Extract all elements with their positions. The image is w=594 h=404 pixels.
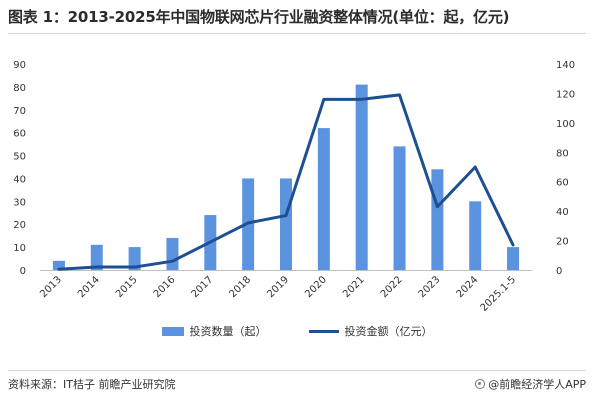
y-left-tick-label: 10 [13,243,26,254]
bar [431,169,444,270]
bar [469,201,482,270]
y-left-tick-label: 40 [13,174,26,185]
legend-swatch-line [308,329,339,333]
chart-area: 0 10 20 30 40 50 60 70 80 90 0 20 40 60 80 100 120 140 2… [13,60,575,314]
legend-label-amount: 投资金额（亿元） [344,325,433,338]
y-right-tick-label: 60 [556,178,569,189]
x-tick-label: 2024 [455,274,481,300]
line-point [360,98,363,101]
line-point [398,93,401,97]
y-left-tick-label: 30 [13,197,26,208]
x-tick-label: 2015 [114,274,140,300]
legend-item-amount: 投资金额（亿元） [308,323,433,339]
y-left-tick-label: 50 [13,152,26,163]
brand-logo-icon [475,379,486,389]
legend-swatch-bar [161,326,184,336]
legend-label-count: 投资数量（起） [189,325,267,338]
bar [52,260,65,270]
line-point [209,240,212,244]
line-point [474,165,477,169]
title-divider [8,33,586,34]
bar [393,146,406,270]
bar-series [52,84,520,270]
bar [317,128,330,270]
y-right-tick-label: 40 [556,207,569,218]
x-tick-label: 2021 [341,274,367,300]
line-point [95,265,98,269]
line-point [171,259,174,263]
y-right-tick-label: 20 [556,237,569,248]
footer-divider [8,370,586,371]
x-tick-label: 2019 [265,274,291,300]
y-left-tick-label: 90 [13,60,26,71]
legend-item-count: 投资数量（起） [161,323,267,339]
x-tick-label: 2022 [379,274,405,300]
y-right-axis: 0 20 40 60 80 100 120 140 [556,60,575,277]
chart-title: 图表 1：2013-2025年中国物联网芯片行业融资整体情况(单位：起，亿元) [8,8,510,26]
x-tick-label: 2025.1-5 [479,274,519,314]
bar [507,247,520,270]
bar [355,84,368,270]
line-point [322,98,326,101]
bar [166,237,179,270]
bar [90,244,103,270]
y-left-tick-label: 60 [13,129,26,140]
y-right-tick-label: 100 [556,119,575,130]
y-left-tick-label: 70 [13,106,26,117]
line-point [57,268,61,271]
y-left-axis: 0 10 20 30 40 50 60 70 80 90 [13,60,26,277]
y-right-tick-label: 120 [556,89,575,100]
x-tick-label: 2014 [76,274,102,300]
x-tick-label: 2020 [303,274,329,300]
line-point [133,265,136,269]
line-point [246,221,250,225]
y-left-tick-label: 80 [13,83,26,94]
x-tick-label: 2023 [417,274,443,300]
brand-text: @前瞻经济学人APP [488,378,586,391]
bar [280,178,292,270]
bar [128,247,141,270]
y-right-tick-label: 0 [556,266,562,277]
line-point [284,214,288,217]
x-tick-label: 2013 [38,274,64,300]
line-point [436,205,439,208]
brand-credit: @前瞻经济学人APP [475,376,586,392]
y-right-tick-label: 80 [556,148,569,159]
y-left-tick-label: 0 [20,266,26,277]
y-left-tick-label: 20 [13,220,26,231]
line-point [511,243,515,247]
chart-legend: 投资数量（起） 投资金额（亿元） [0,320,594,342]
y-right-tick-label: 140 [556,60,575,71]
x-tick-label: 2016 [152,274,178,300]
source-note: 资料来源：IT桔子 前瞻产业研究院 [8,378,176,391]
x-tick-label: 2018 [227,274,253,300]
x-tick-label: 2017 [190,274,216,300]
x-axis: 2013 2014 2015 2016 2017 2018 2019 2020 2021 2022… [38,270,532,314]
line-series [57,93,515,271]
